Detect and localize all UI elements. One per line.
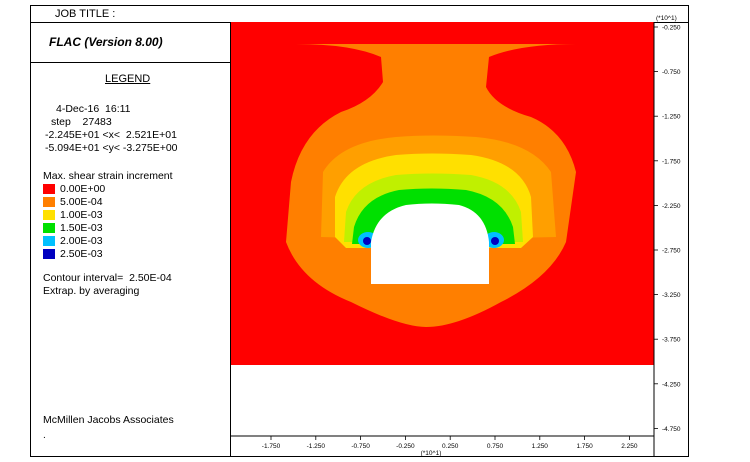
y-tick-label: -1.250 bbox=[662, 114, 681, 121]
company-name: McMillen Jacobs Associates bbox=[43, 414, 174, 426]
app-title-box: FLAC (Version 8.00) bbox=[31, 22, 230, 63]
legend-swatch bbox=[43, 236, 55, 246]
x-tick-label: 1.250 bbox=[532, 443, 549, 450]
footer-mark: . bbox=[43, 430, 46, 441]
x-tick-label: 2.250 bbox=[621, 443, 638, 450]
x-tick-label: -0.750 bbox=[351, 443, 370, 450]
excavation bbox=[371, 203, 489, 284]
contour-band-blue-right bbox=[491, 237, 499, 245]
y-tick-label: -3.750 bbox=[662, 337, 681, 344]
legend-level-label: 2.50E-03 bbox=[60, 248, 103, 260]
legend-level-label: 1.00E-03 bbox=[60, 209, 103, 221]
x-tick-label: 1.750 bbox=[576, 443, 593, 450]
y-tick-label: -0.250 bbox=[662, 25, 681, 32]
legend-swatch bbox=[43, 249, 55, 259]
legend-swatch bbox=[43, 197, 55, 207]
blank-area bbox=[231, 365, 654, 456]
step-count: step 27483 bbox=[51, 116, 112, 128]
legend-swatch bbox=[43, 210, 55, 220]
contour-band-blue-left bbox=[363, 237, 371, 245]
legend-panel: FLAC (Version 8.00) LEGEND 4-Dec-16 16:1… bbox=[31, 22, 231, 456]
y-axis-multiplier: (*10^1) bbox=[656, 15, 677, 22]
legend-level-label: 0.00E+00 bbox=[60, 183, 106, 195]
y-tick-label: -2.250 bbox=[662, 203, 681, 210]
y-tick-label: -0.750 bbox=[662, 69, 681, 76]
x-axis-multiplier: (*10^1) bbox=[421, 450, 442, 456]
x-tick-label: -0.250 bbox=[396, 443, 415, 450]
legend-level-label: 5.00E-04 bbox=[60, 196, 103, 208]
extrapolation-note: Extrap. by averaging bbox=[43, 285, 140, 297]
y-tick-label: -3.250 bbox=[662, 292, 681, 299]
legend-swatch bbox=[43, 223, 55, 233]
y-tick-label: -4.750 bbox=[662, 426, 681, 433]
legend-level-label: 1.50E-03 bbox=[60, 222, 103, 234]
date-time: 4-Dec-16 16:11 bbox=[56, 103, 131, 115]
y-axis: -0.250 -0.750 -1.250 -1.750 -2.250 -2.750 -3.2… bbox=[654, 25, 681, 433]
variable-name: Max. shear strain increment bbox=[43, 170, 173, 182]
title-bar: JOB TITLE : bbox=[31, 6, 688, 23]
x-tick-label: 0.750 bbox=[487, 443, 504, 450]
contour-plot: -0.250 -0.750 -1.250 -1.750 -2.250 -2.750 -3.2… bbox=[231, 22, 681, 457]
y-tick-label: -1.750 bbox=[662, 158, 681, 165]
x-tick-label: -1.750 bbox=[262, 443, 281, 450]
contour-interval: Contour interval= 2.50E-04 bbox=[43, 272, 172, 284]
y-tick-label: -2.750 bbox=[662, 248, 681, 255]
x-tick-label: -1.250 bbox=[307, 443, 326, 450]
x-range: -2.245E+01 <x< 2.521E+01 bbox=[45, 129, 177, 141]
app-title: FLAC (Version 8.00) bbox=[49, 35, 163, 49]
plot-frame: JOB TITLE : FLAC (Version 8.00) LEGEND 4… bbox=[30, 5, 689, 457]
job-title-label: JOB TITLE : bbox=[55, 8, 116, 20]
legend-title: LEGEND bbox=[105, 73, 151, 85]
legend-level-label: 2.00E-03 bbox=[60, 235, 103, 247]
y-range: -5.094E+01 <y< -3.275E+00 bbox=[45, 142, 178, 154]
legend-swatch bbox=[43, 184, 55, 194]
y-tick-label: -4.250 bbox=[662, 381, 681, 388]
x-axis: -1.750 -1.250 -0.750 -0.250 0.250 0.750 1.250 1… bbox=[262, 436, 638, 457]
x-tick-label: 0.250 bbox=[442, 443, 459, 450]
plot-area: -0.250 -0.750 -1.250 -1.750 -2.250 -2.750 -3.2… bbox=[231, 22, 688, 457]
